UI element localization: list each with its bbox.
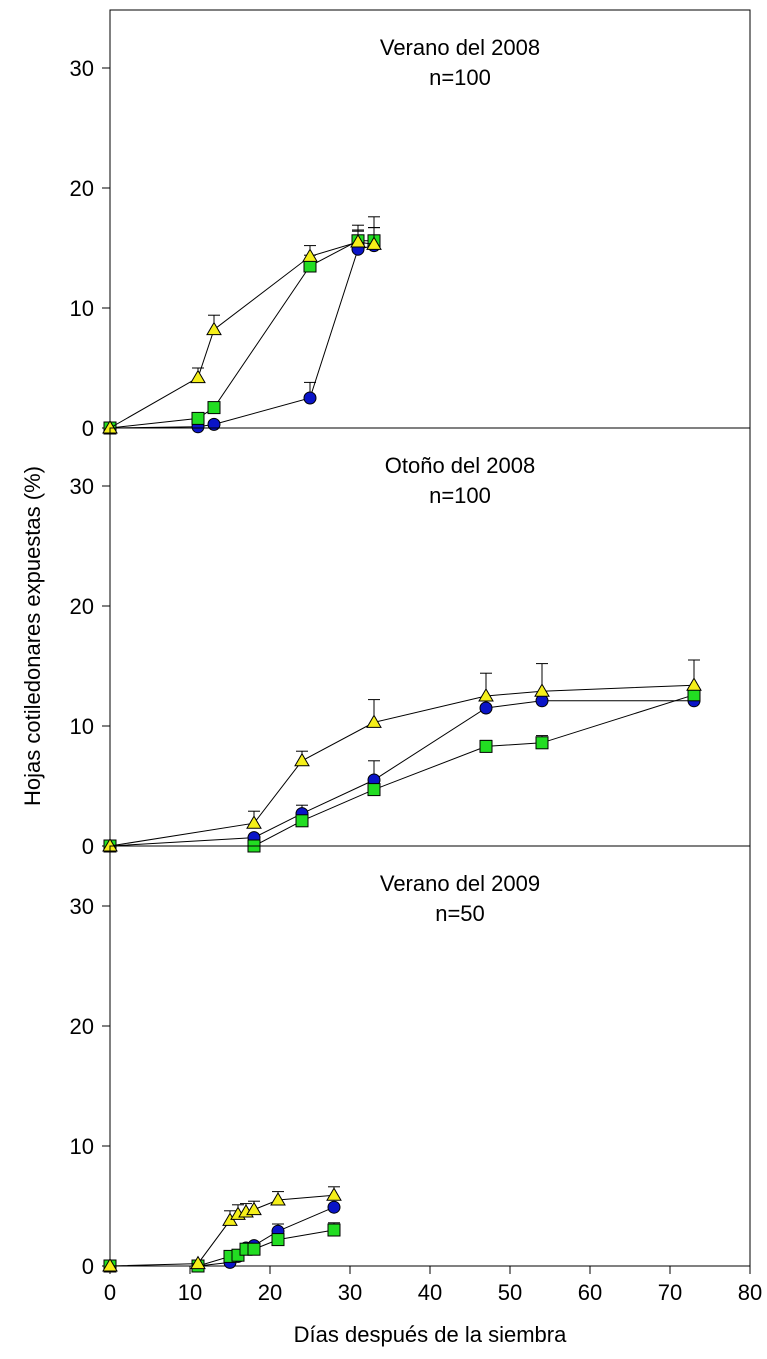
y-tick-label: 10 — [70, 296, 94, 321]
series-square — [103, 216, 381, 435]
y-tick-label: 30 — [70, 894, 94, 919]
plot-frame — [109, 845, 751, 1267]
y-tick-label: 10 — [70, 1134, 94, 1159]
data-point-circle — [479, 701, 493, 715]
series-square — [103, 688, 701, 853]
series-line — [109, 1194, 335, 1267]
data-point-circle — [303, 391, 317, 405]
data-point-triangle — [686, 677, 702, 691]
x-axis-label: Días después de la siembra — [294, 1322, 567, 1347]
series-triangle — [102, 1186, 342, 1272]
panel-title: Otoño del 2008 — [385, 453, 535, 478]
series-line — [110, 694, 695, 847]
series-line — [109, 684, 695, 847]
series-circle — [103, 694, 701, 853]
x-tick-label: 80 — [738, 1280, 762, 1305]
series-line — [109, 241, 375, 429]
data-point-triangle — [270, 1192, 286, 1206]
series-triangle — [102, 227, 382, 434]
panel-3: 0 10 20 30 Verano del 2009 n=50 0 10 20 30 40 50 60 7… — [70, 845, 762, 1305]
data-point-square — [479, 739, 493, 753]
panel-title: Verano del 2009 — [380, 871, 540, 896]
data-point-circle — [207, 417, 221, 431]
y-tick-label: 0 — [82, 1254, 94, 1279]
y-axis-label: Hojas cotiledonares expuestas (%) — [20, 466, 45, 806]
panel-2: 0 10 20 30 Otoño del 2008 n=100 — [70, 427, 751, 859]
data-point-triangle — [366, 236, 382, 250]
data-point-triangle — [326, 1187, 342, 1201]
series-line — [109, 245, 375, 429]
data-point-triangle — [294, 752, 310, 767]
data-point-square — [247, 1242, 261, 1256]
series-line — [109, 240, 374, 429]
data-point-square — [535, 736, 549, 750]
panel-subtitle: n=100 — [429, 65, 491, 90]
data-point-triangle — [246, 815, 262, 829]
y-tick-label: 0 — [82, 834, 94, 859]
data-point-triangle — [246, 1201, 262, 1216]
series-square — [103, 1222, 341, 1273]
y-tick-label: 0 — [82, 416, 94, 441]
data-point-square — [191, 411, 205, 425]
data-point-circle — [327, 1200, 341, 1214]
data-point-square — [295, 814, 309, 828]
series-triangle — [102, 659, 702, 852]
x-tick-label: 0 — [104, 1280, 116, 1305]
data-point-square — [327, 1223, 341, 1237]
y-tick-label: 20 — [70, 1014, 94, 1039]
data-point-triangle — [534, 683, 550, 697]
data-point-triangle — [190, 1255, 206, 1270]
series-line — [110, 1206, 335, 1267]
y-tick-label: 10 — [70, 714, 94, 739]
x-tick-label: 70 — [658, 1280, 682, 1305]
series-line — [110, 1229, 335, 1267]
x-tick-label: 50 — [498, 1280, 522, 1305]
data-point-triangle — [302, 248, 318, 262]
data-point-triangle — [478, 688, 494, 702]
data-point-square — [207, 401, 221, 415]
y-tick-label: 30 — [70, 56, 94, 81]
data-point-triangle — [102, 1258, 118, 1272]
chart-panels: 0 10 20 30 Verano del 2008 n=100 0 10 20 30 Otoño … — [70, 9, 762, 1305]
panel-title: Verano del 2008 — [380, 35, 540, 60]
data-point-triangle — [350, 234, 366, 248]
y-tick-label: 20 — [70, 176, 94, 201]
data-point-triangle — [206, 321, 222, 336]
x-tick-label: 20 — [258, 1280, 282, 1305]
data-point-triangle — [366, 714, 382, 728]
panel-subtitle: n=50 — [435, 901, 485, 926]
panel-subtitle: n=100 — [429, 483, 491, 508]
x-tick-label: 10 — [178, 1280, 202, 1305]
series-circle — [103, 227, 381, 435]
data-point-square — [271, 1233, 285, 1247]
y-tick-label: 20 — [70, 594, 94, 619]
x-tick-label: 30 — [338, 1280, 362, 1305]
series-circle — [103, 1200, 341, 1273]
x-tick-label: 60 — [578, 1280, 602, 1305]
data-point-square — [367, 783, 381, 797]
y-tick-label: 30 — [70, 474, 94, 499]
data-point-triangle — [190, 369, 206, 384]
x-tick-label: 40 — [418, 1280, 442, 1305]
panel-1: 0 10 20 30 Verano del 2008 n=100 — [70, 9, 751, 441]
